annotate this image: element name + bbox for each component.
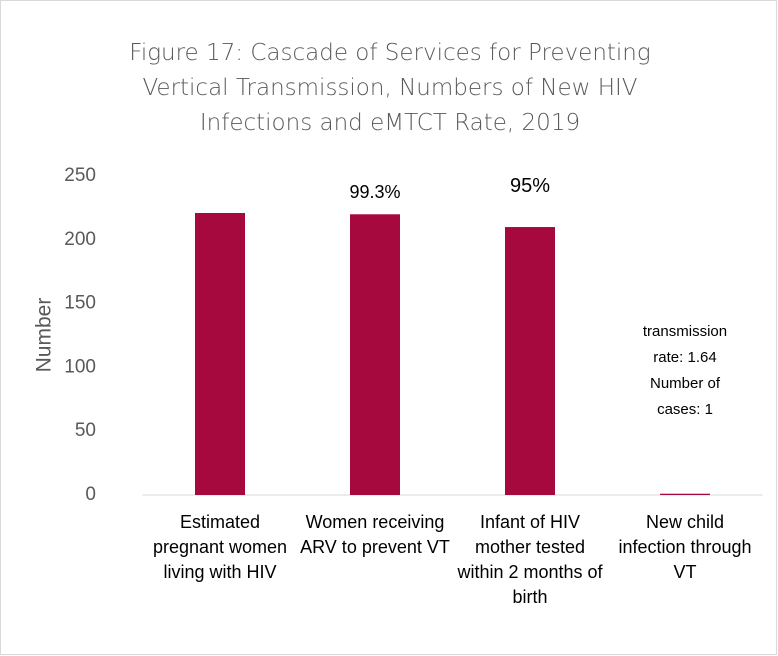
chart-title: Figure 17: Cascade of Services for Preve… bbox=[129, 40, 651, 136]
x-tick-label: Women receiving ARV to prevent VT bbox=[300, 512, 450, 557]
y-tick-label: 100 bbox=[64, 356, 96, 377]
y-tick-label: 200 bbox=[64, 229, 96, 250]
bar bbox=[660, 493, 710, 495]
bar bbox=[350, 214, 400, 495]
bar bbox=[505, 227, 555, 496]
annotation: 95% bbox=[509, 175, 551, 197]
x-tick-label: Infant of HIV mother tested within 2 mon… bbox=[457, 512, 603, 607]
annotation: transmission rate: 1.64 Number of cases:… bbox=[642, 323, 728, 418]
bar bbox=[195, 213, 245, 495]
y-tick-label: 150 bbox=[64, 293, 96, 314]
annotation: 99.3% bbox=[349, 182, 401, 202]
y-tick-label: 50 bbox=[75, 420, 96, 441]
y-tick-label: 250 bbox=[64, 165, 96, 186]
x-tick-label: Estimated pregnant women living with HIV bbox=[152, 512, 288, 582]
y-axis-label: Number bbox=[33, 298, 56, 373]
x-tick-label: New child infection through VT bbox=[618, 512, 752, 582]
y-tick-label: 0 bbox=[85, 484, 96, 505]
